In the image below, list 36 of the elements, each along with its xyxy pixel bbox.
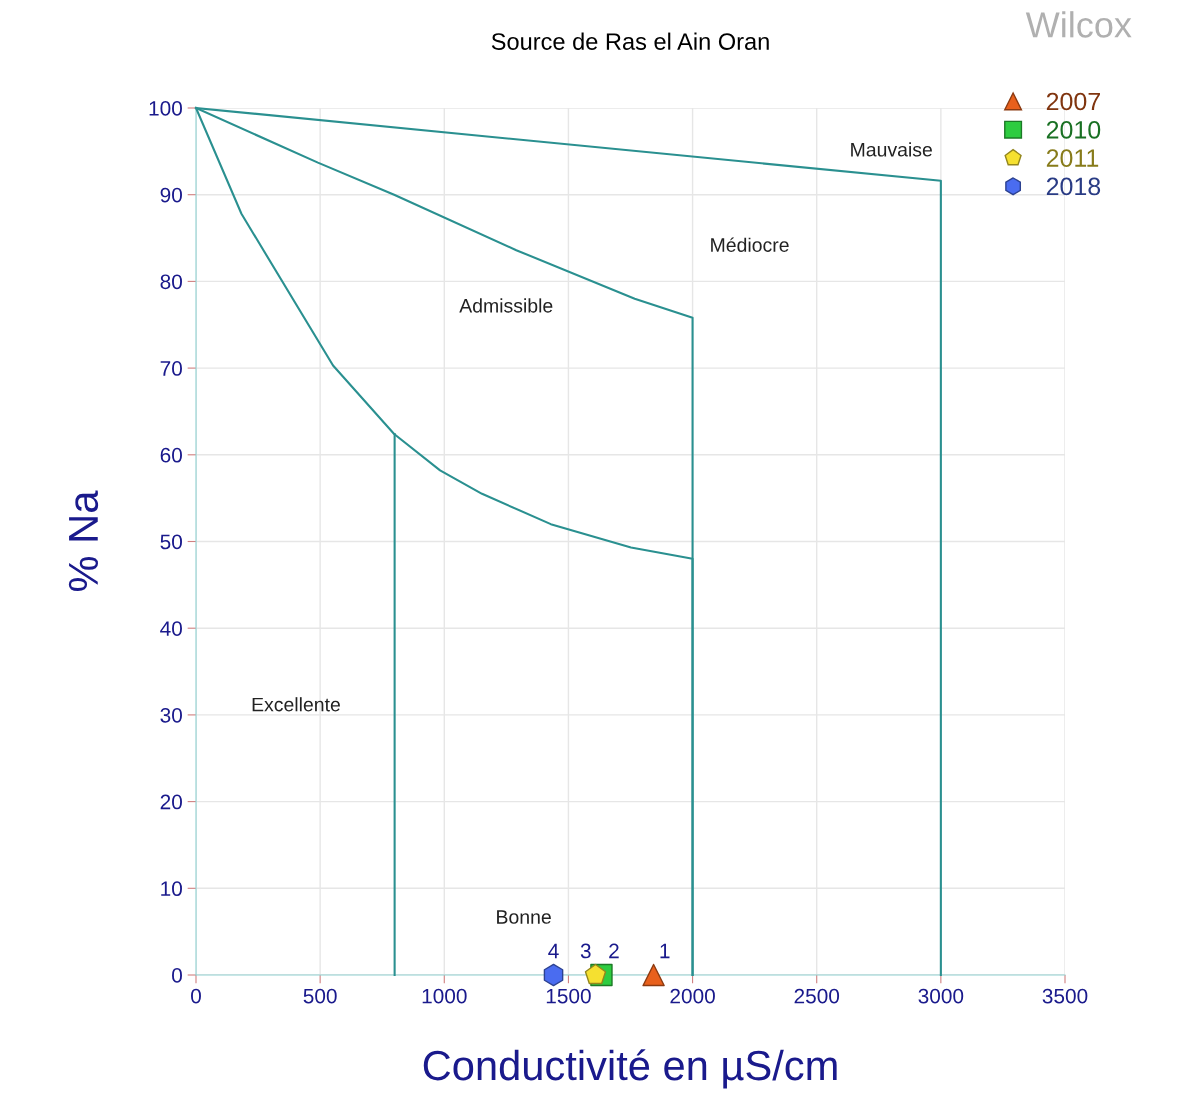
x-axis-title: Conductivité en µS/cm: [423, 1049, 837, 1089]
y-tick-label: 90: [160, 187, 182, 203]
y-tick-label: 100: [149, 101, 182, 116]
annotation: Mauvaise: [851, 142, 932, 157]
annotation: Médiocre: [711, 237, 789, 252]
y-tick-label: 40: [160, 621, 182, 636]
legend-label: 2010: [1046, 120, 1101, 139]
x-tick-label: 3000: [918, 988, 964, 1004]
y-tick-label: 70: [160, 361, 182, 376]
annotation: Bonne: [497, 910, 551, 924]
x-tick-label: 2500: [794, 988, 840, 1004]
y-tick-label: 0: [172, 968, 182, 983]
y-tick-label: 30: [160, 707, 182, 723]
legend-label: 2011: [1046, 149, 1099, 167]
annotation: 3: [580, 943, 591, 959]
annotation: Excellente: [252, 697, 340, 712]
annotation: 4: [548, 943, 559, 959]
y-tick-label: 20: [160, 794, 182, 810]
y-tick-label: 10: [161, 881, 182, 897]
x-tick-label: 1000: [422, 988, 467, 1004]
y-tick-label: 50: [160, 534, 182, 550]
chart-title: Source de Ras el Ain Oran: [491, 32, 769, 50]
y-tick-label: 80: [160, 274, 182, 290]
legend-label: 2007: [1046, 92, 1100, 111]
y-axis-title: % Na: [68, 490, 99, 591]
x-tick-label: 1500: [546, 988, 591, 1004]
legend-label: 2018: [1046, 177, 1101, 196]
annotation: 2: [609, 943, 619, 959]
x-tick-label: 2000: [670, 988, 715, 1004]
y-tick-label: 60: [160, 447, 182, 463]
annotation: Admissible: [459, 298, 553, 313]
text: Wilcox: [1025, 11, 1132, 38]
x-tick-label: 500: [303, 988, 337, 1004]
x-tick-label: 0: [191, 988, 201, 1004]
annotation: 1: [660, 943, 670, 959]
x-tick-label: 3500: [1042, 988, 1088, 1004]
